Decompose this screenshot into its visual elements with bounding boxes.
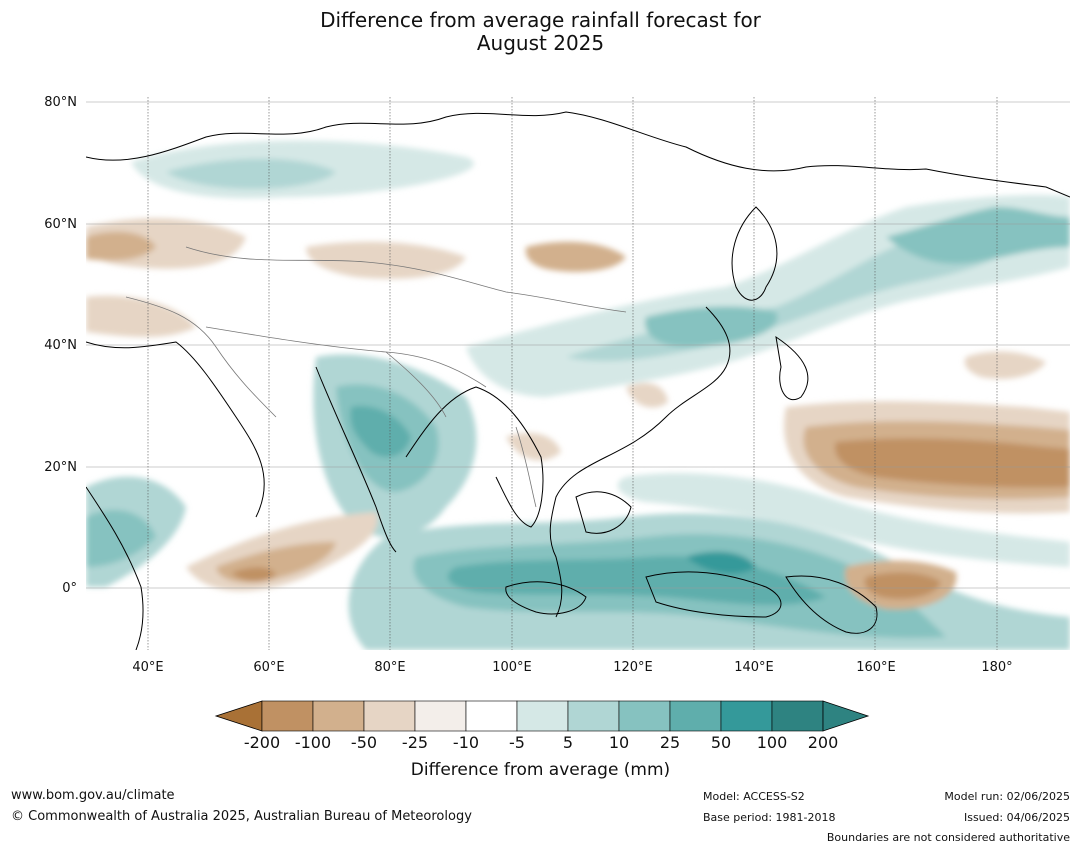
lat-label-80n: 80°N (44, 95, 77, 110)
colorbar-segment (669, 700, 722, 732)
colorbar-tick-label: -100 (294, 733, 332, 752)
lon-label-80e: 80°E (374, 660, 406, 675)
colorbar-tick-label: -200 (243, 733, 281, 752)
colorbar-tick-label: 5 (562, 733, 574, 752)
colorbar-tick-label: 100 (756, 733, 788, 752)
colorbar-tick-label: 50 (710, 733, 732, 752)
colorbar-segment (567, 700, 620, 732)
lat-label-40n: 40°N (44, 338, 77, 353)
colorbar-label: Difference from average (mm) (410, 760, 671, 780)
lon-label-40e: 40°E (132, 660, 164, 675)
country-borders (125, 246, 627, 508)
lon-label-180: 180° (981, 660, 1013, 675)
boundaries-note: Boundaries are not considered authoritat… (826, 831, 1070, 844)
lon-label-120e: 120°E (613, 660, 653, 675)
colorbar-tick-label: -10 (452, 733, 480, 752)
colorbar-tick-label: -25 (401, 733, 429, 752)
colorbar-segment (363, 700, 416, 732)
lat-label-60n: 60°N (44, 217, 77, 232)
colorbar-segment (618, 700, 671, 732)
lon-label-60e: 60°E (253, 660, 285, 675)
base-period-text: Base period: 1981-2018 (703, 811, 836, 824)
graticule (86, 101, 1070, 589)
colorbar-tick-label: -50 (350, 733, 378, 752)
lat-label-20n: 20°N (44, 460, 77, 475)
colorbar-segment (771, 700, 824, 732)
map-canvas (86, 97, 1070, 650)
colorbar-segment (516, 700, 569, 732)
copyright-text: © Commonwealth of Australia 2025, Austra… (11, 809, 472, 824)
model-text: Model: ACCESS-S2 (703, 790, 805, 803)
colorbar-segment (414, 700, 467, 732)
rainfall-anomaly-field (86, 140, 1070, 650)
lon-label-160e: 160°E (856, 660, 896, 675)
lon-label-140e: 140°E (734, 660, 774, 675)
rainfall-map (86, 97, 1070, 650)
colorbar-segment (312, 700, 365, 732)
colorbar-tick-label: 25 (659, 733, 681, 752)
lat-label-equator: 0° (62, 581, 77, 596)
colorbar-segment (261, 700, 314, 732)
meridians (147, 97, 998, 650)
colorbar-arrow-high (822, 700, 870, 732)
issued-text: Issued: 04/06/2025 (963, 811, 1070, 824)
colorbar-tick-label: 10 (608, 733, 630, 752)
coastlines (86, 111, 1070, 650)
colorbar-segment (720, 700, 773, 732)
colorbar-tick-label: -5 (509, 733, 525, 752)
lon-label-100e: 100°E (492, 660, 532, 675)
website-link[interactable]: www.bom.gov.au/climate (11, 788, 175, 803)
colorbar-arrow-low (214, 700, 263, 732)
colorbar (214, 700, 870, 732)
title-line-1: Difference from average rainfall forecas… (320, 8, 761, 32)
colorbar-tick-label: 200 (807, 733, 839, 752)
colorbar-segment (465, 700, 518, 732)
map-title: Difference from average rainfall forecas… (0, 9, 1081, 55)
model-run-text: Model run: 02/06/2025 (944, 790, 1070, 803)
title-line-2: August 2025 (476, 31, 605, 55)
